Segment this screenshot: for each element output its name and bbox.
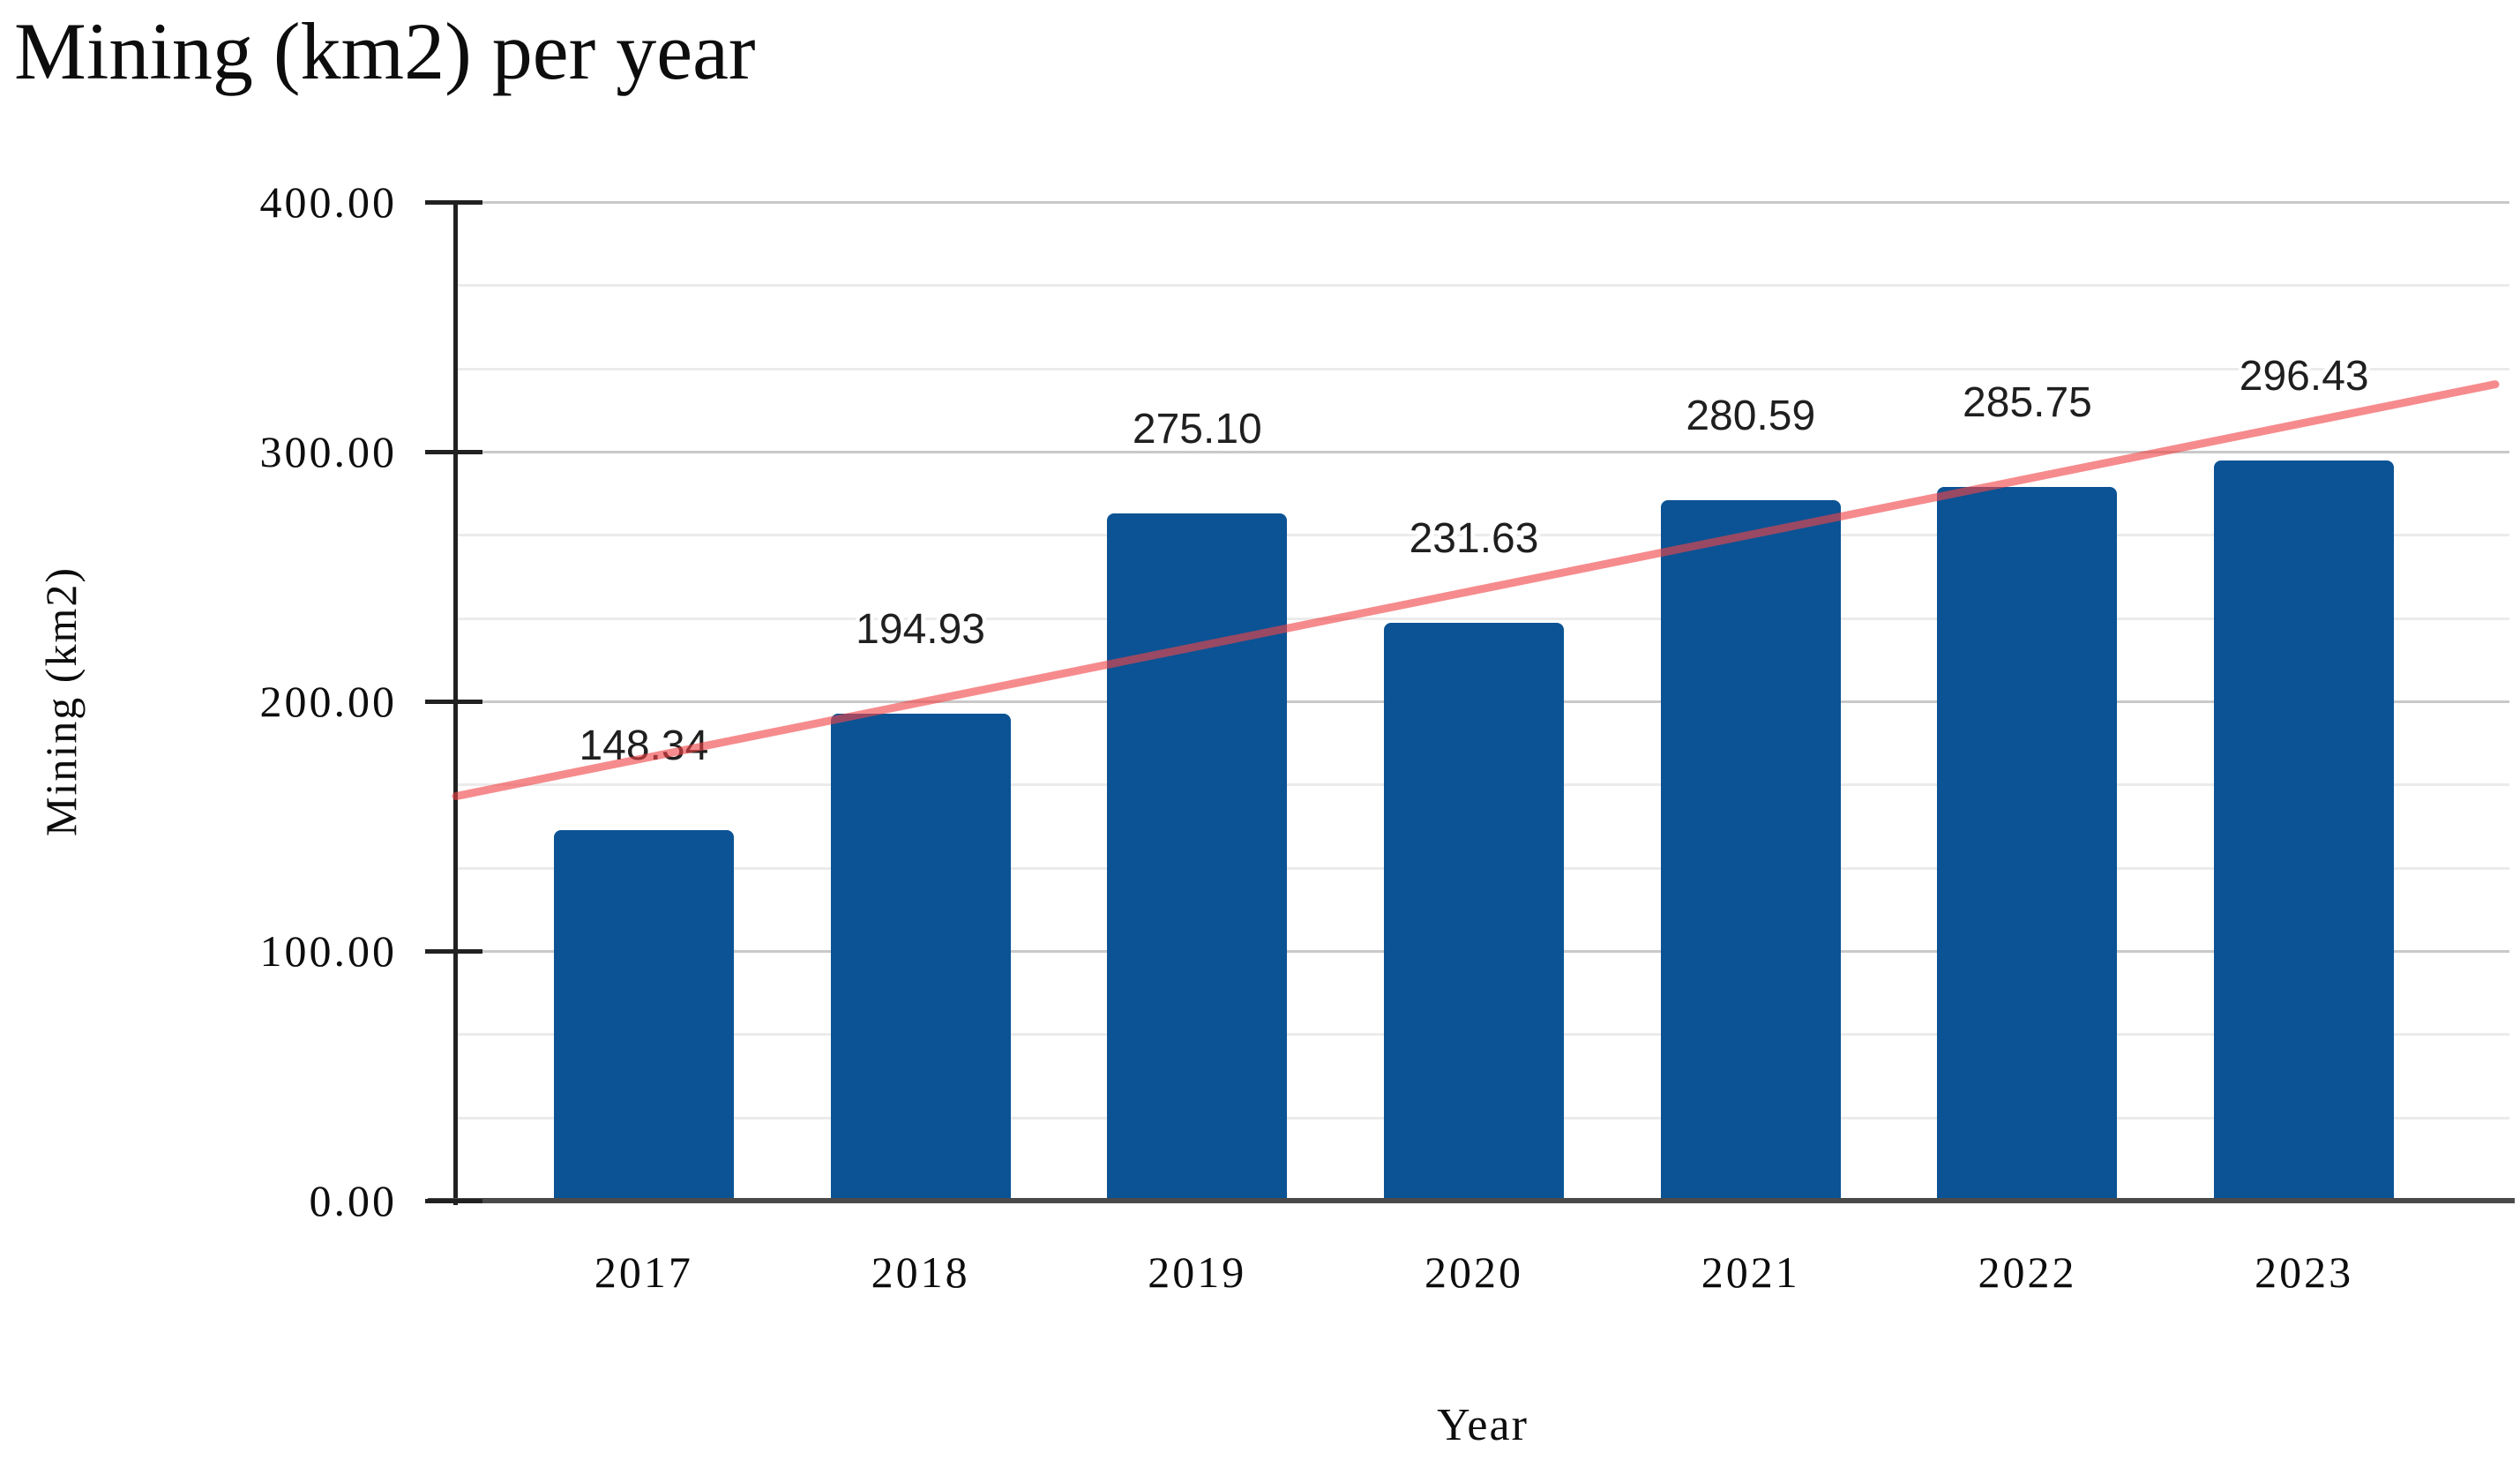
x-tick-label-2023: 2023: [2255, 1247, 2354, 1297]
y-axis-title-text: Mining (km2): [36, 566, 86, 836]
bar-2019: [1107, 513, 1288, 1201]
trendline: [452, 380, 2500, 801]
chart-title: Mining (km2) per year: [14, 6, 756, 96]
y-tick-label-300: 300.00: [259, 427, 397, 476]
bars-band: 148.34 2017 194.93 2018 275.10 2019 231.63 2020…: [505, 202, 2442, 1297]
y-tick-mark-0: [425, 1199, 482, 1203]
major-gridline: [456, 201, 2509, 204]
bar-slot-2018: 194.93 2018: [782, 202, 1059, 1297]
bar-value-label-2022: 285.75: [1963, 379, 2092, 427]
x-tick-label-2017: 2017: [594, 1247, 693, 1297]
bar-2022: [1937, 487, 2118, 1201]
y-tick-label-100: 100.00: [259, 926, 397, 976]
major-gridline: [456, 451, 2509, 453]
bar-2018: [830, 714, 1011, 1201]
y-tick-mark-100: [425, 949, 482, 954]
bar-slot-2022: 285.75 2022: [1889, 202, 2166, 1297]
plot-area: 148.34 2017 194.93 2018 275.10 2019 231.63 2020…: [452, 201, 2509, 1297]
bar-slot-2023: 296.43 2023: [2165, 202, 2442, 1297]
bar-slot-2020: 231.63 2020: [1335, 202, 1612, 1297]
minor-gridline: [456, 534, 2509, 537]
minor-gridline: [456, 617, 2509, 620]
y-tick-label-200: 200.00: [259, 677, 397, 726]
y-tick-mark-300: [425, 450, 482, 454]
y-tick-label-0: 0.00: [309, 1176, 397, 1225]
bar-2023: [2214, 460, 2395, 1201]
bar-2020: [1384, 622, 1565, 1201]
bar-2021: [1660, 499, 1841, 1201]
bar-slot-2019: 275.10 2019: [1058, 202, 1335, 1297]
bar-value-label-2018: 194.93: [856, 606, 985, 654]
x-axis-title: Year: [1437, 1400, 1529, 1450]
minor-gridline: [456, 367, 2509, 371]
bar-value-label-2019: 275.10: [1132, 406, 1262, 453]
y-tick-mark-400: [425, 200, 482, 205]
minor-gridline: [456, 284, 2509, 288]
bar-slot-2017: 148.34 2017: [505, 202, 782, 1297]
y-axis-title: Mining (km2): [12, 202, 109, 1201]
bar-value-label-2023: 296.43: [2239, 353, 2369, 401]
bar-value-label-2020: 231.63: [1409, 514, 1539, 562]
x-axis-line: [428, 1198, 2515, 1203]
x-tick-label-2022: 2022: [1978, 1247, 2077, 1297]
x-tick-label-2021: 2021: [1701, 1247, 1800, 1297]
y-tick-mark-200: [425, 700, 482, 704]
x-tick-label-2019: 2019: [1148, 1247, 1247, 1297]
y-tick-label-400: 400.00: [259, 177, 397, 227]
bar-value-label-2021: 280.59: [1686, 392, 1816, 439]
bar-2017: [553, 830, 734, 1201]
x-tick-label-2018: 2018: [871, 1247, 970, 1297]
bar-slot-2021: 280.59 2021: [1612, 202, 1889, 1297]
x-tick-label-2020: 2020: [1425, 1247, 1524, 1297]
trendline-segment: [452, 380, 2500, 801]
